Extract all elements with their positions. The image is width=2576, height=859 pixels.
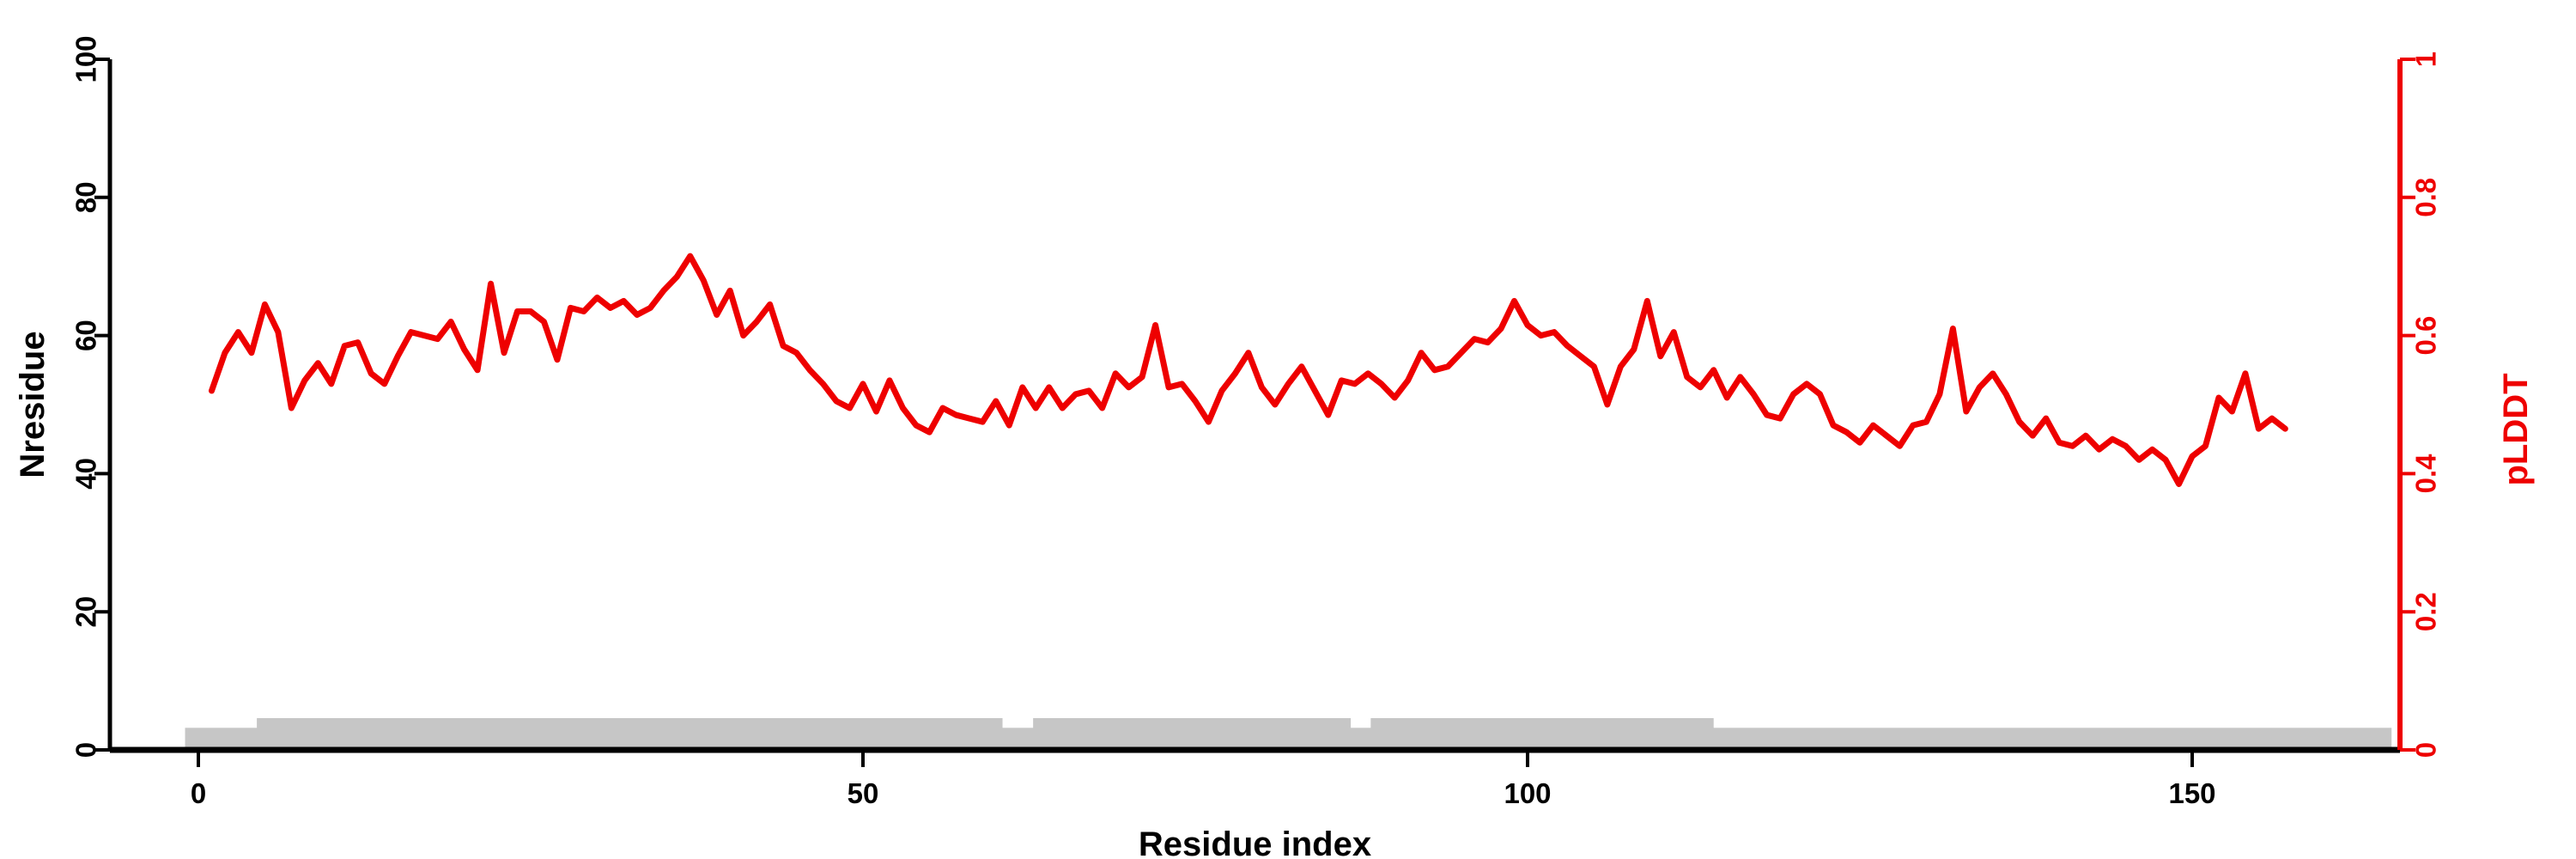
left-axis-tick-label: 100 <box>70 35 102 82</box>
x-axis-tick-label: 0 <box>191 777 206 809</box>
domain-track-upper-3 <box>1370 718 1714 750</box>
y2-axis-label: pLDDT <box>2497 373 2535 485</box>
right-axis-tick-label: 0.2 <box>2410 592 2442 631</box>
bottom-axis: 0 50 100 150 Residue index <box>110 746 2400 859</box>
x-axis-label: Residue index <box>1139 825 1371 859</box>
left-axis-tick-label: 80 <box>70 181 102 213</box>
right-axis-tick-label: 0.8 <box>2410 178 2442 217</box>
x-axis-tick-label: 50 <box>848 777 879 809</box>
domain-track-upper-1 <box>257 718 1003 750</box>
right-axis: 0 0.2 0.4 0.6 0.8 1 pLDDT <box>2397 52 2535 758</box>
right-axis-tick-label: 1 <box>2410 52 2442 67</box>
domain-track-group <box>185 718 2392 750</box>
plddt-line <box>208 253 2288 487</box>
right-axis-tick-label: 0.4 <box>2410 454 2442 494</box>
x-axis-tick-label: 100 <box>1504 777 1551 809</box>
left-axis: 0 20 40 60 80 100 Nresidue <box>14 35 112 758</box>
right-axis-tick-label: 0.6 <box>2410 316 2442 356</box>
left-axis-tick-label: 0 <box>70 742 102 758</box>
domain-track-upper-2 <box>1033 718 1352 750</box>
y-axis-label: Nresidue <box>14 331 52 478</box>
left-axis-tick-label: 20 <box>70 596 102 628</box>
right-axis-tick-label: 0 <box>2410 742 2442 758</box>
left-axis-tick-label: 60 <box>70 320 102 351</box>
x-axis-tick-label: 150 <box>2168 777 2215 809</box>
left-axis-tick-label: 40 <box>70 458 102 490</box>
